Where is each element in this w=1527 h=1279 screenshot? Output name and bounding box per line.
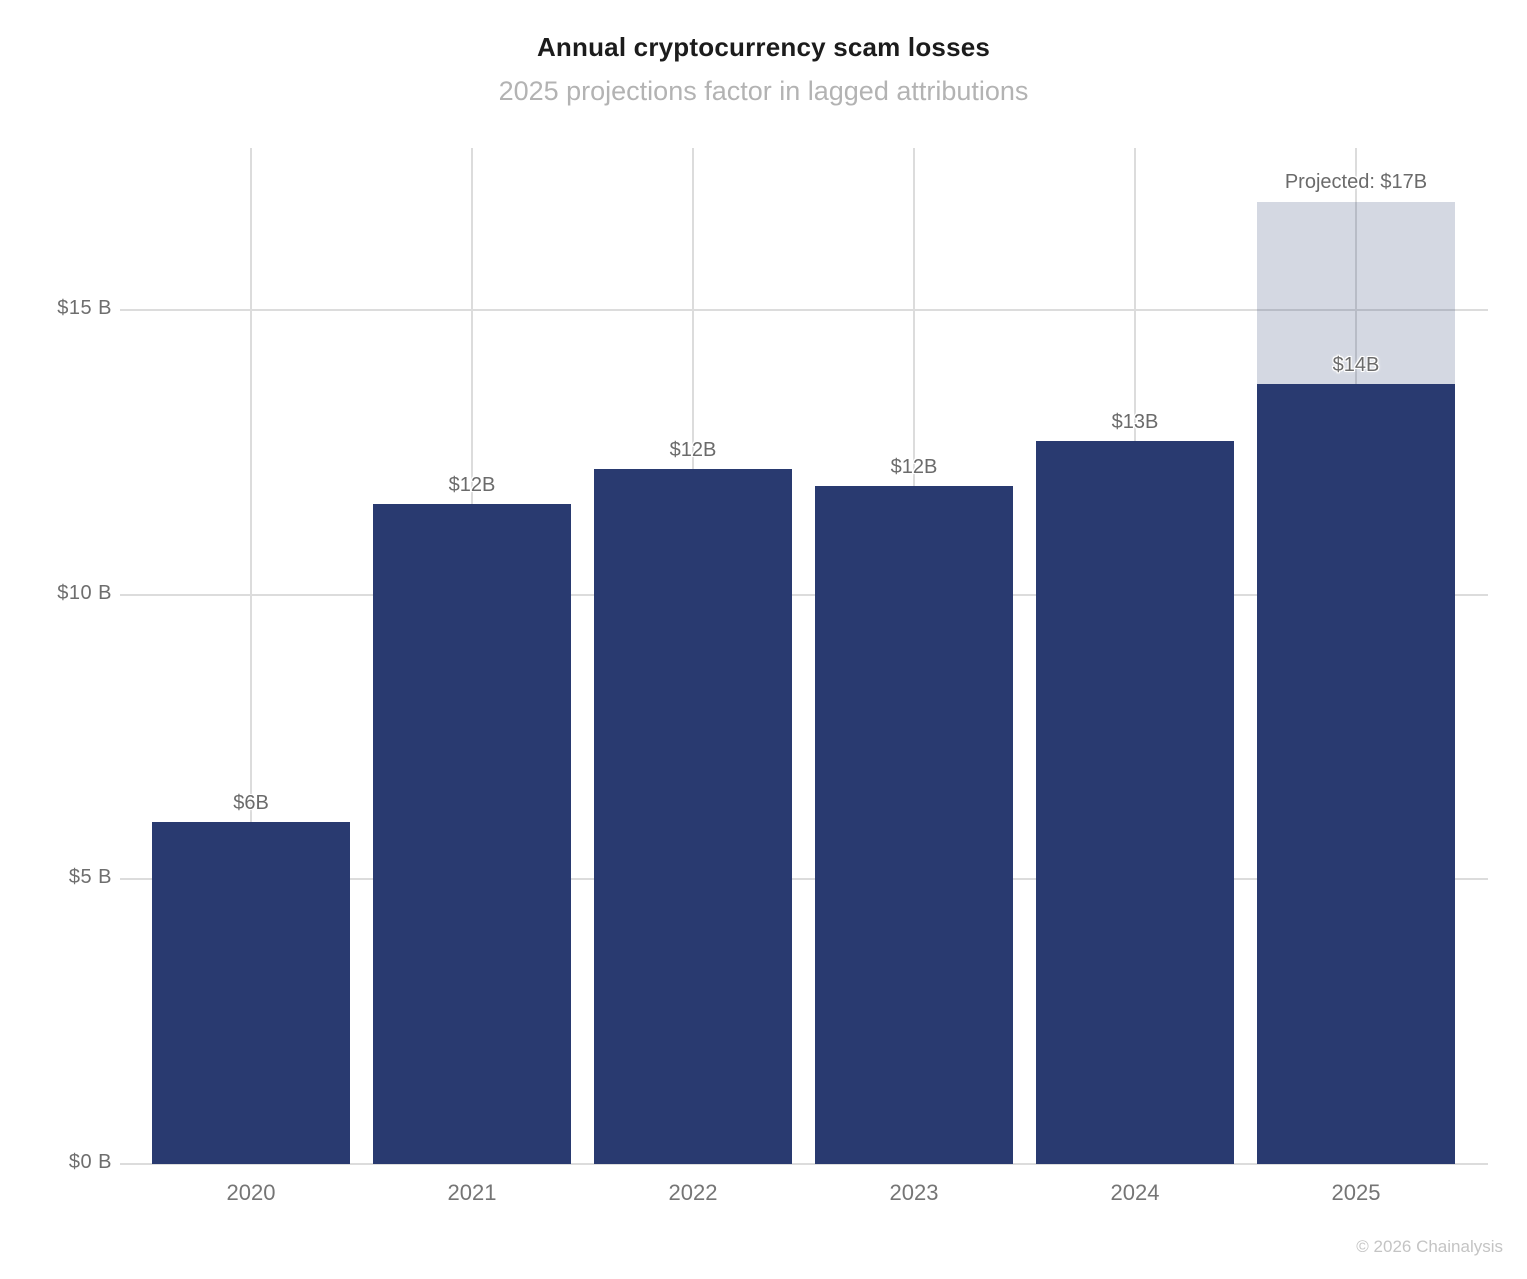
horizontal-gridline-0B <box>120 1163 1488 1165</box>
bar-2022 <box>594 469 792 1164</box>
y-axis-tick-label: $15 B <box>57 297 112 319</box>
x-axis-label-2025: 2025 <box>1331 1180 1381 1205</box>
x-axis-label-2022: 2022 <box>668 1180 718 1205</box>
y-axis-tick-label: $10 B <box>57 581 112 604</box>
bar-2024 <box>1036 440 1234 1164</box>
horizontal-gridline-15B <box>120 309 1488 311</box>
bar-2020 <box>152 822 350 1164</box>
y-axis-tick-label: $5 B <box>68 866 112 889</box>
bar-value-label-2023: $12B <box>890 456 938 479</box>
chart-subtitle: 2025 projections factor in lagged attrib… <box>498 76 1029 106</box>
bar-value-label-2020: $6B <box>233 792 269 815</box>
bar-2023 <box>815 486 1013 1164</box>
projected-value-label: Projected: $17B <box>1284 170 1428 193</box>
vertical-gridline-2020 <box>250 148 252 1164</box>
x-axis-label-2023: 2023 <box>889 1180 939 1205</box>
horizontal-gridline-10B <box>120 593 1488 596</box>
x-axis-label-2020: 2020 <box>226 1180 276 1205</box>
bar-value-label-2022: $12B <box>669 439 717 462</box>
chart-title: Annual cryptocurrency scam losses <box>536 32 991 62</box>
x-axis-label-2021: 2021 <box>447 1180 497 1205</box>
bar-value-label-2025: $14B <box>1332 354 1380 376</box>
horizontal-gridline-5B <box>120 878 1488 881</box>
bar-2021 <box>373 503 571 1164</box>
bar-value-label-2024: $13B <box>1111 410 1159 433</box>
bar-value-label-2021: $12B <box>448 473 496 496</box>
y-axis-tick-label: $0 B <box>68 1151 112 1173</box>
bar-2025 <box>1257 384 1455 1164</box>
bar-2025-projected-segment <box>1257 201 1455 384</box>
copyright-note: © 2026 Chainalysis <box>1356 1237 1503 1256</box>
x-axis-label-2024: 2024 <box>1110 1180 1160 1205</box>
